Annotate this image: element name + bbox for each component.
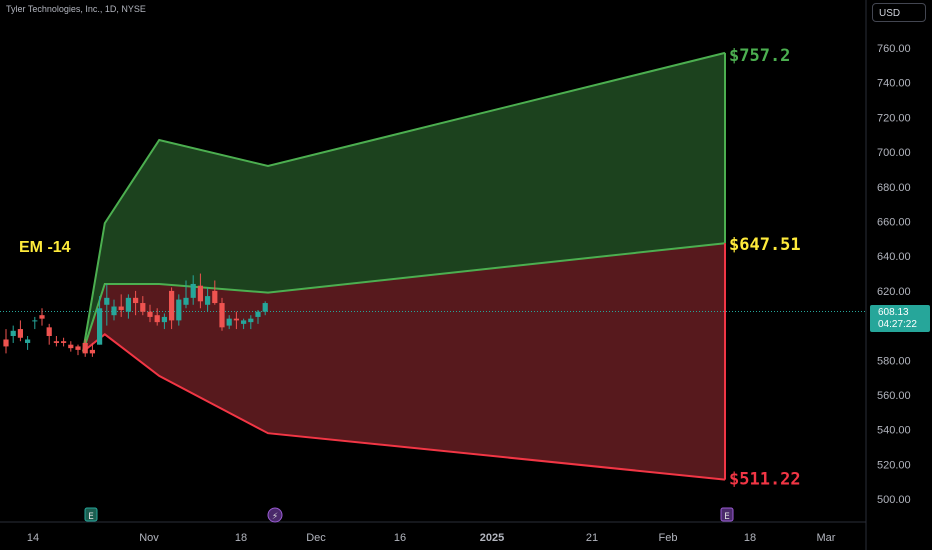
- lower-zone-fill: [83, 243, 725, 480]
- candle-body: [125, 297, 131, 312]
- upper-band-line: [82, 51, 726, 352]
- earnings-marker-future[interactable]: [720, 507, 734, 522]
- candle-body: [161, 316, 167, 323]
- candle-body: [46, 327, 52, 337]
- candle-body: [140, 303, 146, 312]
- candle-body: [25, 339, 31, 343]
- candle-body: [226, 318, 232, 326]
- candle-body: [89, 349, 95, 354]
- candle-body: [32, 320, 38, 322]
- time-tick-label: Mar: [817, 532, 836, 544]
- candle-body: [104, 297, 110, 305]
- price-tick-label: 620.00: [877, 286, 911, 298]
- candle-body: [75, 346, 81, 350]
- candle-body: [205, 296, 211, 305]
- price-tick-label: 760.00: [877, 43, 911, 55]
- price-tick-label: 680.00: [877, 182, 911, 194]
- price-tick-label: 500.00: [877, 494, 911, 506]
- price-tick-label: 740.00: [877, 78, 911, 90]
- time-tick-label: 21: [586, 532, 598, 544]
- upper-target-label: $757.2: [729, 46, 790, 66]
- candle-body: [241, 320, 247, 324]
- upper-zone-fill: [83, 52, 725, 352]
- time-tick-label: Nov: [139, 532, 159, 544]
- em-label: EM -14: [19, 239, 71, 256]
- price-tick-label: 560.00: [877, 390, 911, 402]
- mid-band-line: [82, 242, 726, 352]
- candle-body: [118, 306, 124, 310]
- candle-body: [176, 299, 182, 321]
- time-tick-label: 2025: [480, 532, 504, 544]
- candle-body: [255, 311, 261, 317]
- candle-body: [39, 315, 45, 319]
- candle-body: [248, 318, 254, 323]
- earnings-marker-past-text: E: [88, 512, 94, 522]
- candle-body: [219, 303, 225, 328]
- price-tick-label: 580.00: [877, 355, 911, 367]
- time-tick-label: 14: [27, 532, 39, 544]
- candle-body: [61, 341, 67, 343]
- time-tick-label: Dec: [306, 532, 326, 544]
- price-tick-label: 700.00: [877, 147, 911, 159]
- price-tick-label: 520.00: [877, 459, 911, 471]
- time-tick-label: 18: [235, 532, 247, 544]
- candle-body: [183, 297, 189, 305]
- candle-body: [169, 290, 175, 321]
- candle-body: [111, 306, 117, 316]
- candle-body: [197, 285, 203, 302]
- candle-body: [154, 315, 160, 323]
- price-tick-label: 660.00: [877, 217, 911, 229]
- candle-body: [10, 330, 16, 337]
- price-tick-label: 640.00: [877, 251, 911, 263]
- candle-body: [3, 339, 9, 347]
- candle-body: [82, 342, 88, 354]
- candle-body: [147, 311, 153, 317]
- last-price-tag: 608.13 04:27:22: [870, 305, 930, 332]
- candle-body: [262, 303, 268, 312]
- currency-button[interactable]: USD: [872, 3, 926, 22]
- symbol-title: Tyler Technologies, Inc., 1D, NYSE: [6, 4, 146, 14]
- last-price-value: 608.13: [878, 307, 909, 318]
- bar-countdown: 04:27:22: [878, 319, 917, 330]
- candle-body: [53, 341, 59, 343]
- time-tick-label: 16: [394, 532, 406, 544]
- price-tick-label: 720.00: [877, 112, 911, 124]
- candle-body: [233, 318, 239, 321]
- candle-body: [97, 308, 103, 345]
- earnings-marker-future-text: E: [724, 512, 730, 522]
- candle-body: [133, 297, 139, 304]
- time-tick-label: Feb: [659, 532, 678, 544]
- candle-body: [68, 344, 74, 349]
- earnings-marker-past[interactable]: [84, 507, 98, 522]
- mid-target-label: $647.51: [729, 235, 801, 255]
- candle-body: [190, 283, 196, 298]
- lower-target-label: $511.22: [729, 470, 801, 490]
- price-tick-label: 540.00: [877, 425, 911, 437]
- candle-body: [212, 290, 218, 304]
- dividend-marker-text: ⚡: [272, 512, 278, 522]
- dividend-marker[interactable]: [267, 507, 283, 523]
- candle-body: [17, 329, 23, 338]
- time-tick-label: 18: [744, 532, 756, 544]
